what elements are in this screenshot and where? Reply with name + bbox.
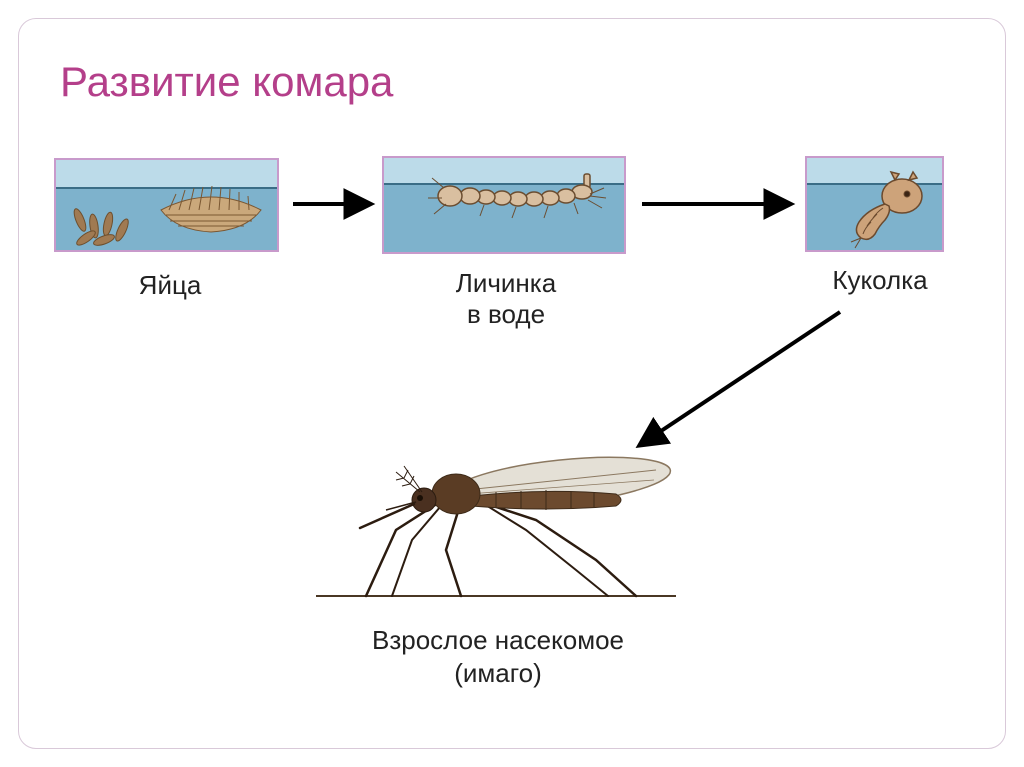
page-title: Развитие комара <box>60 58 393 106</box>
larva-label-line1: Личинка <box>456 268 556 298</box>
eggs-illustration <box>56 160 279 252</box>
stage-larva <box>382 156 626 254</box>
stage-imago <box>296 410 696 620</box>
imago-illustration <box>296 410 696 620</box>
imago-label-line2: (имаго) <box>454 658 542 688</box>
imago-label-line1: Взрослое насекомое <box>372 625 624 655</box>
stage-pupa-label: Куколка <box>820 265 940 296</box>
stage-pupa <box>805 156 944 252</box>
stage-eggs-label: Яйца <box>110 270 230 301</box>
stage-eggs <box>54 158 279 252</box>
pupa-illustration <box>807 158 944 252</box>
larva-label-line2: в воде <box>467 299 545 329</box>
stage-imago-label: Взрослое насекомое (имаго) <box>338 624 658 689</box>
larva-illustration <box>384 158 626 254</box>
stage-larva-label: Личинка в воде <box>416 268 596 330</box>
